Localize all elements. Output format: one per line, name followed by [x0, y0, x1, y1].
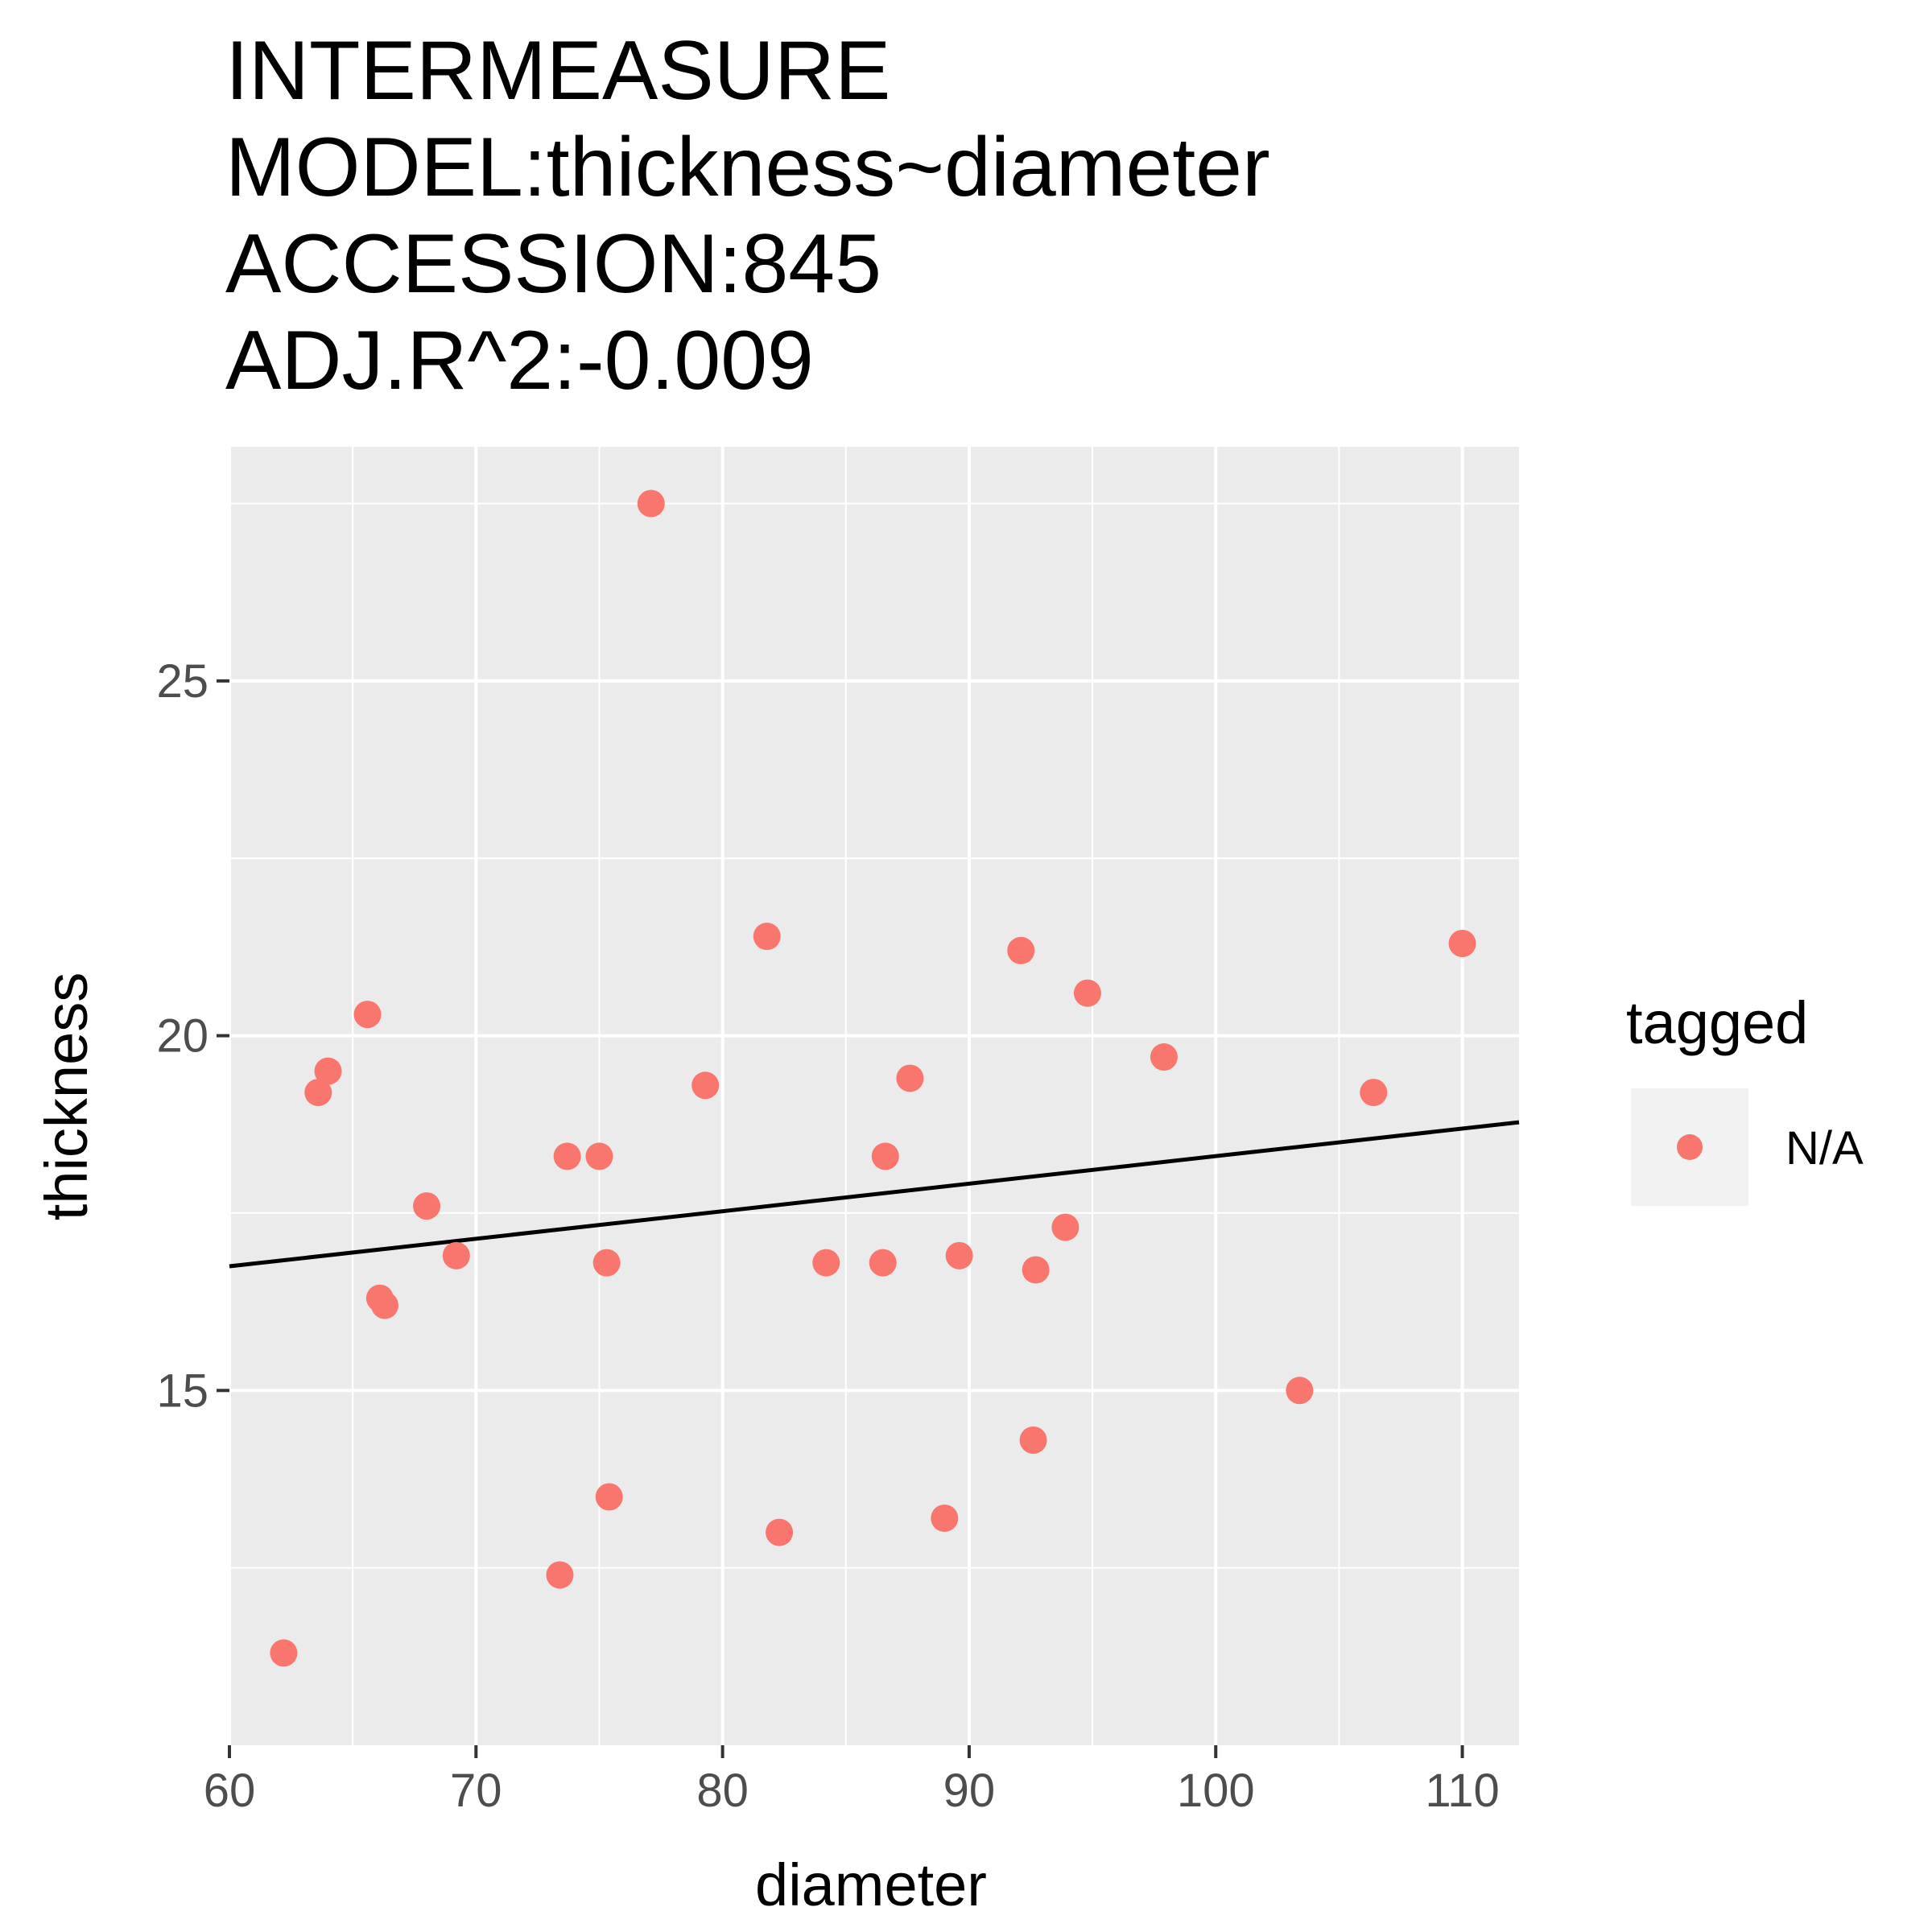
y-axis: 15 20 25 — [156, 655, 229, 1417]
data-point-3 — [314, 1057, 342, 1085]
legend-entry-na: N/A — [1785, 1122, 1864, 1174]
data-point-24 — [1007, 936, 1035, 964]
data-point-31 — [1360, 1079, 1388, 1107]
minor-gridlines — [229, 447, 1519, 1745]
data-point-26 — [1022, 1256, 1050, 1284]
data-point-4 — [353, 1001, 382, 1029]
data-point-14 — [637, 489, 665, 518]
x-tick-label: 110 — [1425, 1765, 1499, 1817]
x-tick-label: 80 — [696, 1765, 749, 1817]
data-point-18 — [812, 1249, 840, 1277]
x-tick-label: 70 — [450, 1765, 502, 1817]
data-point-20 — [871, 1142, 899, 1170]
title-line-1: INTERMEASURE — [225, 24, 891, 118]
legend-title: tagged — [1626, 989, 1808, 1056]
plot-panel — [229, 447, 1519, 1745]
chart-title: INTERMEASURE MODEL:thickness~diameter AC… — [225, 23, 1270, 409]
data-point-13 — [595, 1483, 623, 1511]
data-point-2 — [304, 1079, 332, 1107]
data-point-25 — [1019, 1426, 1047, 1454]
data-point-32 — [1448, 929, 1476, 957]
x-tick-label: 60 — [204, 1765, 256, 1817]
data-point-30 — [1286, 1377, 1314, 1405]
title-line-2: MODEL:thickness~diameter — [225, 121, 1270, 214]
data-point-21 — [896, 1064, 924, 1092]
data-point-22 — [931, 1504, 959, 1532]
y-tick-label: 20 — [156, 1010, 208, 1063]
data-point-17 — [766, 1518, 794, 1546]
x-tick-label: 100 — [1177, 1765, 1255, 1817]
legend-key-point — [1677, 1134, 1703, 1160]
data-point-7 — [413, 1192, 441, 1220]
data-point-19 — [869, 1249, 897, 1277]
data-point-23 — [945, 1241, 973, 1269]
data-point-8 — [442, 1241, 470, 1269]
fit-line — [229, 1120, 1520, 1269]
x-axis-title: diameter — [755, 1852, 987, 1918]
legend: tagged N/A — [1626, 989, 1864, 1206]
y-axis-title: thickness — [33, 972, 100, 1220]
title-line-3: ACCESSION:845 — [225, 217, 881, 311]
data-point-1 — [270, 1639, 298, 1667]
data-point-29 — [1150, 1043, 1178, 1071]
x-axis: 60 70 80 90 100 110 — [204, 1745, 1500, 1817]
data-point-12 — [592, 1249, 621, 1277]
x-tick-label: 90 — [943, 1765, 996, 1817]
data-point-11 — [585, 1142, 613, 1170]
y-tick-label: 15 — [156, 1364, 208, 1417]
data-point-9 — [546, 1561, 574, 1589]
data-point-6 — [370, 1291, 398, 1319]
data-point-10 — [553, 1142, 581, 1170]
y-tick-label: 25 — [156, 655, 208, 708]
data-point-27 — [1051, 1213, 1080, 1241]
data-point-15 — [691, 1071, 720, 1100]
data-point-16 — [753, 923, 781, 951]
title-line-4: ADJ.R^2:-0.009 — [225, 314, 814, 407]
data-point-28 — [1073, 979, 1101, 1007]
data-points — [270, 489, 1476, 1667]
major-gridlines — [228, 447, 1519, 1745]
fit-line-group — [229, 1120, 1520, 1269]
